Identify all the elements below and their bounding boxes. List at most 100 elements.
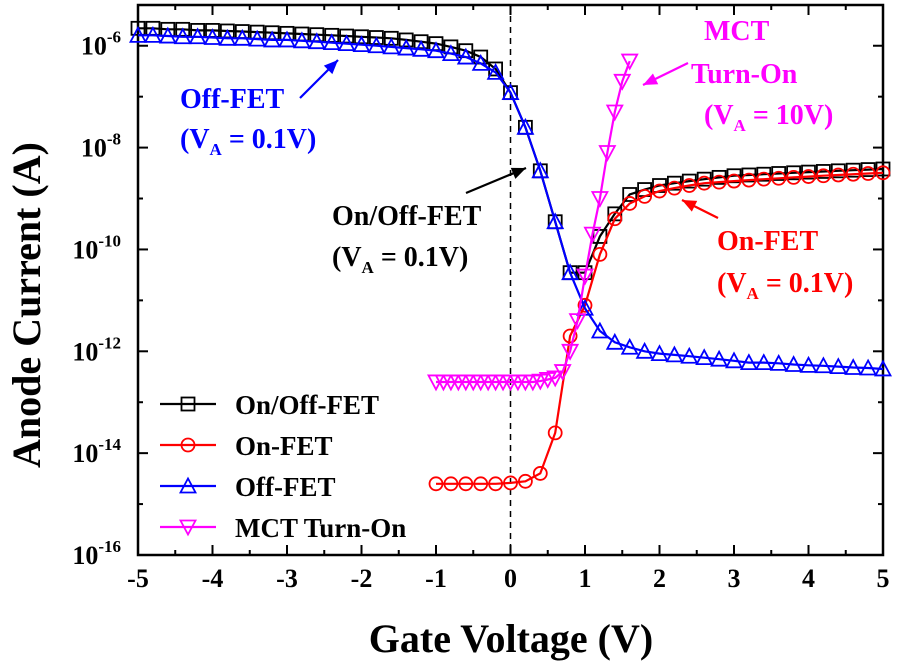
annotation-condition: (VA = 0.1V)	[180, 124, 316, 159]
data-point	[354, 29, 369, 45]
data-point	[561, 343, 580, 361]
x-tick-label: 2	[653, 564, 666, 593]
annotation-condition: (VA = 10V)	[704, 100, 833, 135]
data-point	[458, 476, 474, 492]
x-tick-label: -1	[425, 564, 447, 593]
annotation-subtitle: Turn-On	[691, 59, 798, 90]
data-point	[561, 263, 580, 281]
series-mct-turn-on	[426, 53, 639, 392]
data-point	[769, 353, 788, 371]
data-point	[860, 166, 876, 181]
y-tick-label: 10-14	[72, 435, 121, 468]
legend-entry: MCT Turn-On	[160, 513, 406, 543]
data-point	[681, 173, 697, 189]
arrow-head	[510, 167, 526, 179]
data-point	[553, 364, 572, 381]
data-point	[173, 27, 192, 45]
annotation-arrow	[681, 199, 719, 219]
data-point	[203, 28, 222, 45]
data-point	[771, 166, 787, 181]
data-point	[605, 104, 624, 122]
data-point	[590, 321, 609, 339]
y-tick-label: 10-8	[81, 130, 121, 163]
data-point	[516, 117, 535, 135]
data-point	[830, 167, 846, 183]
data-point	[143, 25, 162, 43]
data-point	[218, 28, 237, 46]
annotations-layer: Off-FET(VA = 0.1V)On/Off-FET(VA = 0.1V) O…	[180, 16, 853, 303]
data-point	[383, 30, 399, 46]
x-tick-label: 3	[728, 564, 741, 593]
data-point	[441, 44, 460, 62]
annotation-title: On-FET	[717, 226, 818, 257]
legend-marker	[178, 476, 198, 494]
annotation-condition: (VA = 0.1V)	[332, 242, 468, 277]
series-on-fet	[428, 165, 891, 492]
data-point	[829, 357, 848, 375]
y-tick-label: 10-12	[72, 333, 121, 366]
data-point	[680, 346, 699, 364]
legend-label: Off-FET	[235, 472, 336, 502]
data-point	[860, 162, 876, 177]
annotation-condition: (VA = 0.1V)	[717, 268, 853, 303]
data-point	[412, 39, 431, 57]
data-point	[695, 348, 714, 366]
data-point	[739, 353, 758, 370]
data-point	[568, 313, 587, 331]
legend-entry: Off-FET	[160, 472, 336, 502]
y-axis-label: Anode Current (A)	[4, 142, 49, 468]
annotation-title: MCT	[704, 16, 770, 47]
annotation-on-off-fet: On/Off-FET (VA = 0.1V)	[332, 166, 527, 277]
data-point	[873, 359, 893, 377]
x-tick-label: -3	[276, 564, 298, 593]
data-point	[443, 476, 459, 492]
data-point	[801, 169, 816, 184]
x-tick-label: 5	[877, 564, 890, 593]
data-point	[607, 211, 623, 227]
data-point	[583, 226, 602, 244]
x-tick-label: -2	[351, 564, 373, 593]
data-point	[859, 358, 878, 376]
data-point	[590, 191, 609, 208]
data-point	[598, 145, 617, 162]
x-tick-label: 4	[802, 564, 815, 593]
data-point	[292, 31, 311, 49]
legend-marker	[178, 519, 198, 537]
data-point	[473, 476, 489, 492]
series-line	[436, 171, 884, 485]
data-point	[650, 344, 669, 362]
data-point	[756, 166, 772, 182]
data-point	[518, 473, 533, 489]
legend-entry: On/Off-FET	[160, 390, 379, 420]
x-tick-label: 0	[504, 564, 517, 593]
arrow-head	[323, 60, 338, 75]
data-point	[726, 168, 742, 184]
data-point	[771, 170, 787, 186]
data-point	[562, 328, 578, 344]
data-point	[158, 26, 177, 44]
data-point	[786, 165, 801, 181]
data-point	[726, 173, 742, 189]
annotation-arrow	[299, 59, 339, 99]
data-point	[337, 34, 356, 52]
data-point	[696, 175, 712, 191]
data-point	[710, 349, 729, 367]
annotation-arrow	[465, 166, 527, 195]
data-point	[620, 53, 639, 71]
data-point	[620, 337, 639, 355]
data-point	[652, 183, 667, 199]
annotation-mct: MCT Turn-On (VA = 10V)	[642, 16, 833, 135]
data-point	[637, 189, 652, 204]
data-point	[605, 332, 624, 350]
data-point	[756, 171, 772, 187]
x-axis-label: Gate Voltage (V)	[369, 616, 653, 661]
annotation-off-fet: Off-FET (VA = 0.1V)	[180, 59, 339, 159]
legend: On/Off-FET On-FET Off-FET MCT Turn-On	[160, 390, 406, 543]
data-point	[248, 29, 267, 47]
series-layer	[128, 20, 893, 492]
y-tick-label: 10-10	[72, 231, 121, 264]
annotation-on-fet: On-FET (VA = 0.1V)	[681, 199, 853, 303]
data-point	[322, 33, 341, 51]
arrow-head	[682, 200, 698, 212]
